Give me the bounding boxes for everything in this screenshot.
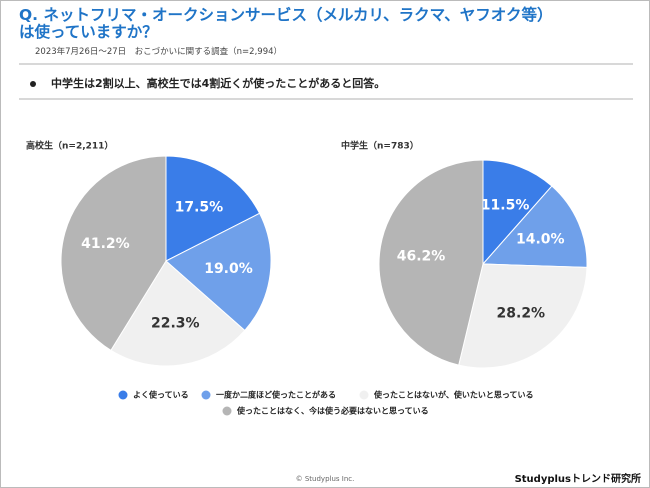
pie-slice <box>165 155 261 262</box>
legend-label: 使ったことはなく、今は使う必要はないと思っている <box>236 406 429 416</box>
title: Q. ネットフリマ・オークションサービス（メルカリ、ラクマ、ヤフオク等）は使って… <box>19 6 553 41</box>
bullet-text: 中学生は2割以上、高校生では4割近くが使ったことがあると回答。 <box>51 76 385 90</box>
chart-title: 中学生（n=783） <box>341 140 419 152</box>
chart-title: 高校生（n=2,211） <box>26 140 113 152</box>
value-label: 11.5% <box>481 198 530 214</box>
legend-swatch <box>359 390 369 400</box>
pie-slice <box>378 159 484 366</box>
subtitle: 2023年7月26日～27日 おこづかいに関する調査（n=2,994） <box>35 47 283 57</box>
value-label: 19.0% <box>204 261 253 277</box>
value-label: 41.2% <box>81 236 130 252</box>
legend-label: 使ったことはないが、使いたいと思っている <box>373 390 533 400</box>
value-label: 46.2% <box>397 249 446 265</box>
value-label: 28.2% <box>497 306 546 322</box>
value-label: 17.5% <box>175 199 224 215</box>
legend-label: よく使っている <box>133 390 189 400</box>
pie-slice <box>482 159 553 266</box>
copyright: © Studyplus Inc. <box>296 475 355 483</box>
pie-slice <box>165 212 272 332</box>
value-label: 22.3% <box>151 315 200 331</box>
pie-slice <box>481 185 588 268</box>
legend-swatch <box>201 390 211 400</box>
pie-slice <box>458 263 588 369</box>
legend-swatch <box>118 390 128 400</box>
legend-label: 一度か二度ほど使ったことがある <box>216 390 336 400</box>
pie-slice <box>110 260 246 367</box>
pie-slice <box>60 155 167 352</box>
legend-swatch <box>222 406 232 416</box>
value-label: 14.0% <box>516 231 565 247</box>
brand: Studyplusトレンド研究所 <box>515 472 641 485</box>
bullet-dot <box>30 81 36 87</box>
